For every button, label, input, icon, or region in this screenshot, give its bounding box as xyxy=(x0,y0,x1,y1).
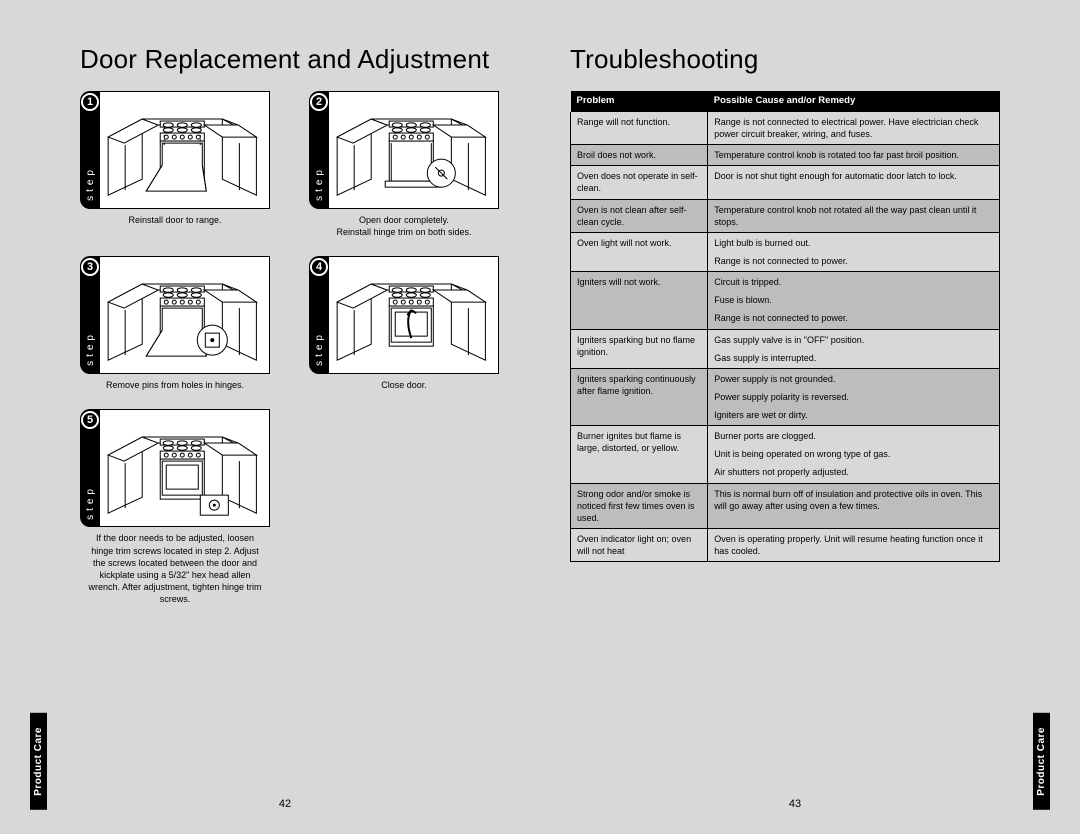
table-row: Oven light will not work.Light bulb is b… xyxy=(571,232,1000,271)
step-3: 3 step xyxy=(80,256,270,391)
step-number: 2 xyxy=(310,93,328,111)
cell-problem: Strong odor and/or smoke is noticed firs… xyxy=(571,483,708,528)
step-4: 4 step xyxy=(309,256,499,391)
cell-remedy: Light bulb is burned out.Range is not co… xyxy=(708,232,1000,271)
cell-remedy: Door is not shut tight enough for automa… xyxy=(708,166,1000,199)
table-row: Burner ignites but flame is large, disto… xyxy=(571,426,1000,483)
cell-remedy: Oven is operating properly. Unit will re… xyxy=(708,529,1000,562)
page-num-right: 43 xyxy=(789,798,801,810)
step-illustration xyxy=(329,91,499,209)
table-row: Oven is not clean after self-clean cycle… xyxy=(571,199,1000,232)
col-remedy: Possible Cause and/or Remedy xyxy=(708,91,1000,112)
table-row: Oven indicator light on; oven will not h… xyxy=(571,529,1000,562)
step-illustration xyxy=(100,256,270,374)
step-caption: If the door needs to be adjusted, loosen… xyxy=(80,532,270,605)
step-word: step xyxy=(85,485,96,520)
step-number: 3 xyxy=(81,258,99,276)
step-illustration xyxy=(100,409,270,527)
step-number: 5 xyxy=(81,411,99,429)
step-5: 5 step xyxy=(80,409,270,605)
step-caption: Close door. xyxy=(309,379,499,391)
step-badge: 3 step xyxy=(80,256,100,374)
step-badge: 5 step xyxy=(80,409,100,527)
cell-remedy: Temperature control knob is rotated too … xyxy=(708,145,1000,166)
title-left: Door Replacement and Adjustment xyxy=(80,44,510,75)
cell-remedy: Power supply is not grounded.Power suppl… xyxy=(708,368,1000,425)
step-caption: Reinstall door to range. xyxy=(80,214,270,226)
table-row: Oven does not operate in self-clean.Door… xyxy=(571,166,1000,199)
cell-problem: Range will not function. xyxy=(571,112,708,145)
step-caption: Remove pins from holes in hinges. xyxy=(80,379,270,391)
cell-remedy: Circuit is tripped.Fuse is blown.Range i… xyxy=(708,272,1000,329)
page-left: Product Care Door Replacement and Adjust… xyxy=(30,24,540,810)
cell-problem: Oven indicator light on; oven will not h… xyxy=(571,529,708,562)
side-tab-right: Product Care xyxy=(1033,713,1050,810)
table-row: Igniters sparking but no flame ignition.… xyxy=(571,329,1000,368)
cell-problem: Igniters sparking but no flame ignition. xyxy=(571,329,708,368)
page-right: Product Care Troubleshooting Problem Pos… xyxy=(540,24,1050,810)
cell-problem: Broil does not work. xyxy=(571,145,708,166)
step-number: 1 xyxy=(81,93,99,111)
step-illustration xyxy=(329,256,499,374)
cell-remedy: Range is not connected to electrical pow… xyxy=(708,112,1000,145)
step-word: step xyxy=(85,166,96,201)
table-row: Range will not function.Range is not con… xyxy=(571,112,1000,145)
cell-problem: Igniters sparking continuously after fla… xyxy=(571,368,708,425)
cell-remedy: Burner ports are clogged.Unit is being o… xyxy=(708,426,1000,483)
col-problem: Problem xyxy=(571,91,708,112)
step-number: 4 xyxy=(310,258,328,276)
cell-problem: Oven light will not work. xyxy=(571,232,708,271)
step-word: step xyxy=(85,331,96,366)
troubleshooting-table: Problem Possible Cause and/or Remedy Ran… xyxy=(570,91,1000,562)
cell-problem: Burner ignites but flame is large, disto… xyxy=(571,426,708,483)
step-word: step xyxy=(314,166,325,201)
table-row: Strong odor and/or smoke is noticed firs… xyxy=(571,483,1000,528)
step-1: 1 step xyxy=(80,91,270,238)
table-row: Igniters will not work.Circuit is trippe… xyxy=(571,272,1000,329)
table-row: Igniters sparking continuously after fla… xyxy=(571,368,1000,425)
page-num-left: 42 xyxy=(279,798,291,810)
cell-problem: Igniters will not work. xyxy=(571,272,708,329)
step-caption: Open door completely.Reinstall hinge tri… xyxy=(309,214,499,238)
table-row: Broil does not work.Temperature control … xyxy=(571,145,1000,166)
step-word: step xyxy=(314,331,325,366)
step-illustration xyxy=(100,91,270,209)
step-badge: 2 step xyxy=(309,91,329,209)
step-badge: 1 step xyxy=(80,91,100,209)
title-right: Troubleshooting xyxy=(570,44,1000,75)
cell-remedy: Gas supply valve is in "OFF" position.Ga… xyxy=(708,329,1000,368)
cell-remedy: Temperature control knob not rotated all… xyxy=(708,199,1000,232)
cell-problem: Oven is not clean after self-clean cycle… xyxy=(571,199,708,232)
step-2: 2 step xyxy=(309,91,499,238)
cell-problem: Oven does not operate in self-clean. xyxy=(571,166,708,199)
side-tab-left: Product Care xyxy=(30,713,47,810)
step-badge: 4 step xyxy=(309,256,329,374)
steps-grid: 1 step xyxy=(80,91,510,605)
cell-remedy: This is normal burn off of insulation an… xyxy=(708,483,1000,528)
